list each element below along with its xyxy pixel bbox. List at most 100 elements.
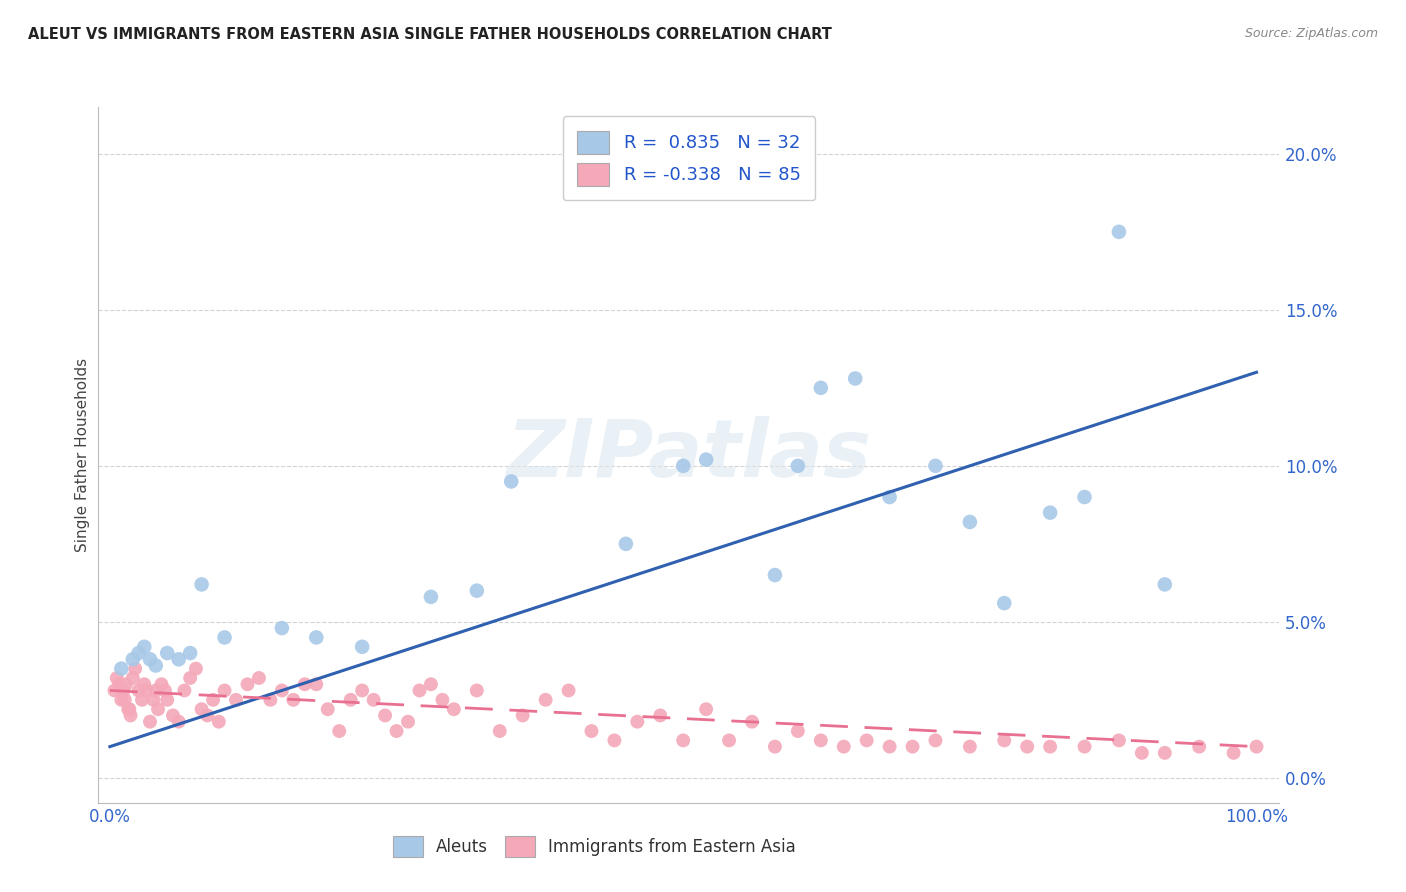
Point [352, 640, 374, 654]
Point [844, 371, 866, 385]
Point [650, 708, 672, 723]
Point [121, 671, 143, 685]
Point [1039, 739, 1062, 754]
Point [465, 583, 488, 598]
Point [184, 662, 207, 676]
Point [115, 677, 138, 691]
Point [316, 702, 339, 716]
Point [672, 458, 695, 473]
Point [1108, 733, 1130, 747]
Point [1017, 739, 1039, 754]
Point [121, 652, 143, 666]
Point [603, 733, 626, 747]
Point [385, 724, 408, 739]
Point [179, 671, 201, 685]
Point [150, 677, 173, 691]
Point [1108, 225, 1130, 239]
Point [114, 693, 136, 707]
Point [305, 631, 328, 645]
Point [1130, 746, 1153, 760]
Point [626, 714, 648, 729]
Point [117, 702, 139, 716]
Point [695, 702, 717, 716]
Point [139, 652, 162, 666]
Point [901, 739, 924, 754]
Point [305, 677, 328, 691]
Point [1153, 577, 1175, 591]
Point [879, 739, 901, 754]
Point [270, 683, 292, 698]
Point [581, 724, 603, 739]
Legend: Aleuts, Immigrants from Eastern Asia: Aleuts, Immigrants from Eastern Asia [387, 830, 803, 864]
Point [879, 490, 901, 504]
Point [195, 708, 218, 723]
Point [294, 677, 316, 691]
Point [1073, 739, 1095, 754]
Point [131, 693, 153, 707]
Point [110, 693, 132, 707]
Point [128, 683, 150, 698]
Point [672, 733, 695, 747]
Point [557, 683, 579, 698]
Point [1073, 490, 1095, 504]
Point [993, 733, 1015, 747]
Point [156, 646, 179, 660]
Point [328, 724, 350, 739]
Point [786, 458, 808, 473]
Point [190, 577, 212, 591]
Point [118, 702, 141, 716]
Point [202, 693, 225, 707]
Point [465, 683, 488, 698]
Point [167, 652, 190, 666]
Point [374, 708, 396, 723]
Point [614, 537, 637, 551]
Point [993, 596, 1015, 610]
Point [120, 708, 142, 723]
Point [695, 452, 717, 467]
Point [179, 646, 201, 660]
Point [408, 683, 430, 698]
Point [134, 677, 156, 691]
Point [763, 568, 786, 582]
Point [105, 671, 128, 685]
Point [270, 621, 292, 635]
Point [145, 658, 167, 673]
Point [135, 683, 157, 698]
Point [501, 475, 523, 489]
Point [236, 677, 259, 691]
Point [142, 693, 165, 707]
Point [763, 739, 786, 754]
Point [153, 683, 176, 698]
Point [924, 458, 946, 473]
Point [1246, 739, 1268, 754]
Point [512, 708, 534, 723]
Point [167, 714, 190, 729]
Point [214, 683, 236, 698]
Point [488, 724, 510, 739]
Point [363, 693, 385, 707]
Point [110, 662, 132, 676]
Point [108, 677, 131, 691]
Point [432, 693, 454, 707]
Point [443, 702, 465, 716]
Point [832, 739, 855, 754]
Point [786, 724, 808, 739]
Point [1153, 746, 1175, 760]
Point [259, 693, 281, 707]
Point [190, 702, 212, 716]
Point [718, 733, 741, 747]
Point [339, 693, 361, 707]
Point [139, 714, 162, 729]
Text: Source: ZipAtlas.com: Source: ZipAtlas.com [1244, 27, 1378, 40]
Point [146, 702, 169, 716]
Point [959, 739, 981, 754]
Point [534, 693, 557, 707]
Point [173, 683, 195, 698]
Point [959, 515, 981, 529]
Point [420, 590, 443, 604]
Point [396, 714, 419, 729]
Point [1188, 739, 1211, 754]
Point [855, 733, 877, 747]
Point [124, 662, 146, 676]
Point [145, 683, 167, 698]
